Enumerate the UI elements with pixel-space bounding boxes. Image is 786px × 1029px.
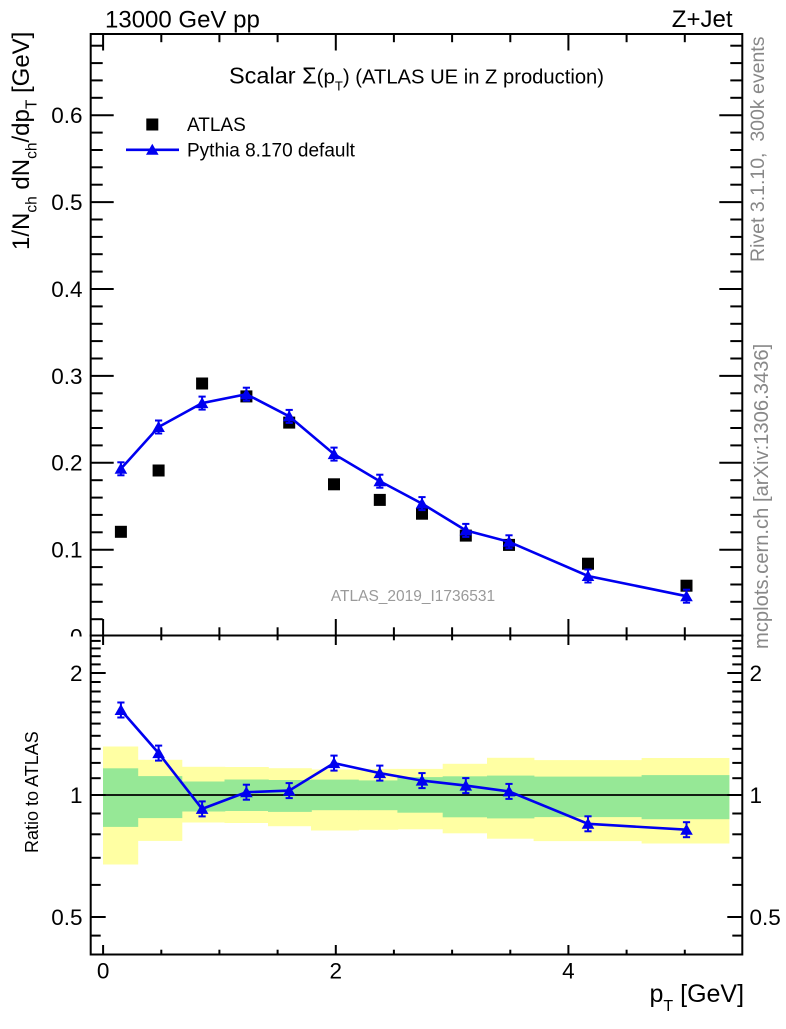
svg-text:2: 2 — [70, 661, 83, 686]
svg-text:2: 2 — [750, 661, 763, 686]
svg-text:Z+Jet: Z+Jet — [672, 6, 733, 33]
svg-text:0.4: 0.4 — [51, 277, 82, 302]
svg-text:Rivet 3.1.10, 300k events: Rivet 3.1.10, 300k events — [747, 36, 769, 262]
svg-text:Ratio to ATLAS: Ratio to ATLAS — [22, 731, 42, 853]
svg-text:0: 0 — [97, 959, 110, 984]
svg-text:Scalar Σ(pT) (ATLAS UE in Z pr: Scalar Σ(pT) (ATLAS UE in Z production) — [229, 63, 604, 94]
svg-text:0.5: 0.5 — [750, 905, 781, 930]
svg-text:0.3: 0.3 — [51, 364, 82, 389]
svg-text:1: 1 — [70, 783, 83, 808]
svg-text:0.5: 0.5 — [51, 905, 82, 930]
svg-text:ATLAS: ATLAS — [187, 115, 246, 136]
svg-text:2: 2 — [330, 959, 343, 984]
svg-text:0.1: 0.1 — [51, 538, 82, 563]
svg-text:0.2: 0.2 — [51, 451, 82, 476]
svg-text:0.6: 0.6 — [51, 103, 82, 128]
svg-text:13000 GeV pp: 13000 GeV pp — [105, 7, 260, 34]
svg-text:mcplots.cern.ch [arXiv:1306.34: mcplots.cern.ch [arXiv:1306.3436] — [751, 344, 773, 649]
svg-text:Pythia 8.170 default: Pythia 8.170 default — [187, 141, 356, 162]
svg-text:0.5: 0.5 — [51, 190, 82, 215]
svg-text:ATLAS_2019_I1736531: ATLAS_2019_I1736531 — [331, 588, 495, 605]
svg-text:4: 4 — [562, 959, 575, 984]
svg-text:1: 1 — [750, 783, 763, 808]
